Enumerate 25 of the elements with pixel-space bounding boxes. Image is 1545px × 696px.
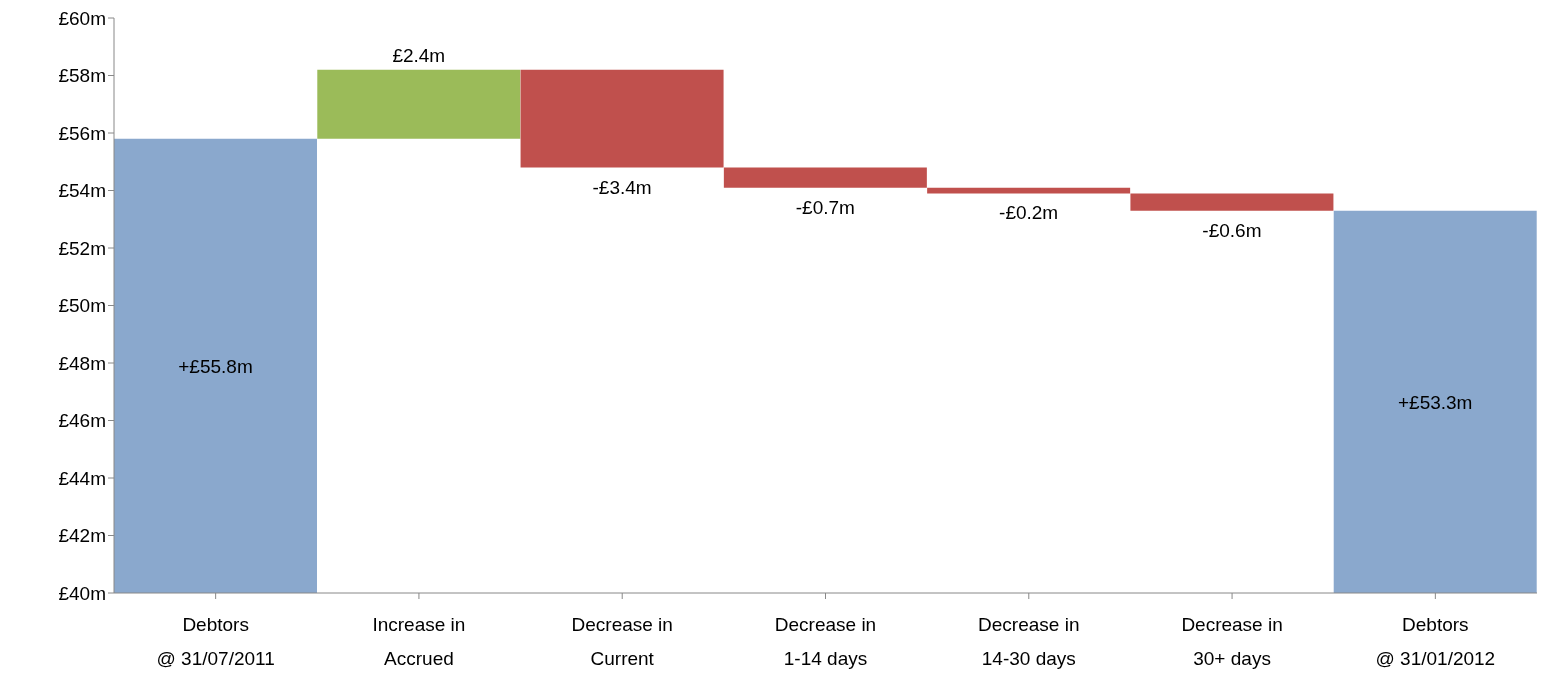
x-tick-label: Decrease in Current [571, 614, 673, 669]
data-label: -£0.2m [999, 202, 1059, 224]
y-tick-label: £42m [58, 525, 106, 547]
y-tick-label: £46m [58, 410, 106, 432]
y-tick-label: £52m [58, 237, 106, 259]
y-tick-label: £44m [58, 467, 106, 489]
data-label: -£3.4m [592, 176, 652, 198]
y-tick-label: £58m [58, 65, 106, 87]
data-label: +£55.8m [178, 355, 253, 377]
y-tick-label: £50m [58, 295, 106, 317]
y-tick-label: £48m [58, 352, 106, 374]
y-tick-label: £56m [58, 122, 106, 144]
x-tick-label: Debtors @ 31/07/2011 [156, 614, 275, 669]
data-label: +£53.3m [1397, 391, 1473, 413]
x-tick-label: Increase in Accrued [372, 614, 466, 669]
x-tick-label: Decrease in 14-30 days [978, 614, 1080, 669]
y-tick-label: £40m [58, 582, 106, 604]
x-tick-label: Debtors @ 31/01/2012 [1375, 614, 1496, 669]
y-tick-label: £60m [58, 7, 106, 29]
x-tick-label: Decrease in 30+ days [1181, 614, 1283, 669]
y-tick-label: £54m [58, 180, 106, 202]
data-label: -£0.7m [795, 196, 855, 218]
x-tick-label: Decrease in 1-14 days [774, 614, 877, 669]
data-label: -£0.6m [1202, 219, 1262, 241]
data-label: £2.4m [392, 44, 446, 66]
